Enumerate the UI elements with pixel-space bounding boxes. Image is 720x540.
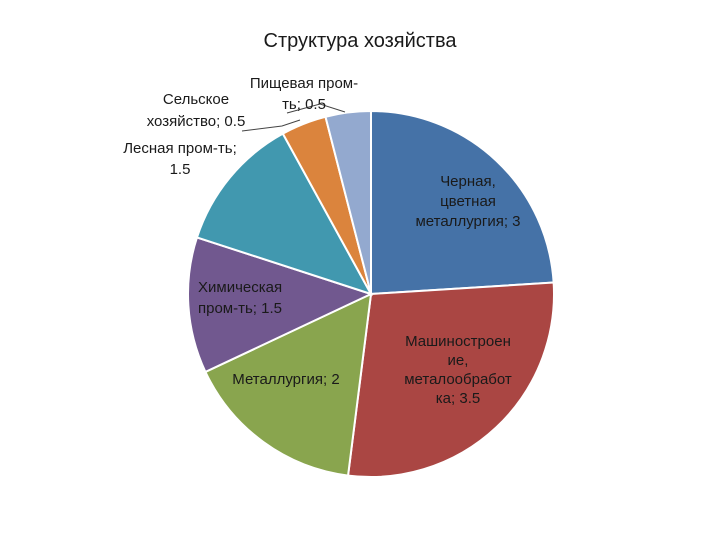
label-leader-line bbox=[241, 119, 301, 132]
slice-data-label: Черная, цветная металлургия; 3 bbox=[415, 173, 520, 230]
slice-data-label: Пищевая пром-ть; 0.5 bbox=[250, 75, 358, 113]
slice-data-label: Лесная пром-ть; 1.5 bbox=[123, 140, 237, 178]
slice-data-label: Металлургия; 2 bbox=[232, 371, 339, 388]
pie-slice bbox=[195, 132, 374, 296]
slice-data-label: Химическая пром-ть; 1.5 bbox=[198, 279, 282, 317]
pie-slice bbox=[187, 236, 374, 374]
chart-title: Структура хозяйства bbox=[263, 30, 457, 52]
slice-data-label: Машиностроен ие, металообработ ка; 3.5 bbox=[404, 333, 512, 407]
label-leader-line bbox=[286, 103, 346, 114]
slice-data-label: Сельское хозяйство; 0.5 bbox=[147, 91, 246, 130]
pie-slice bbox=[370, 109, 555, 296]
pie-slice bbox=[346, 281, 556, 479]
pie-slice bbox=[204, 292, 373, 477]
pie-slice bbox=[324, 109, 372, 295]
